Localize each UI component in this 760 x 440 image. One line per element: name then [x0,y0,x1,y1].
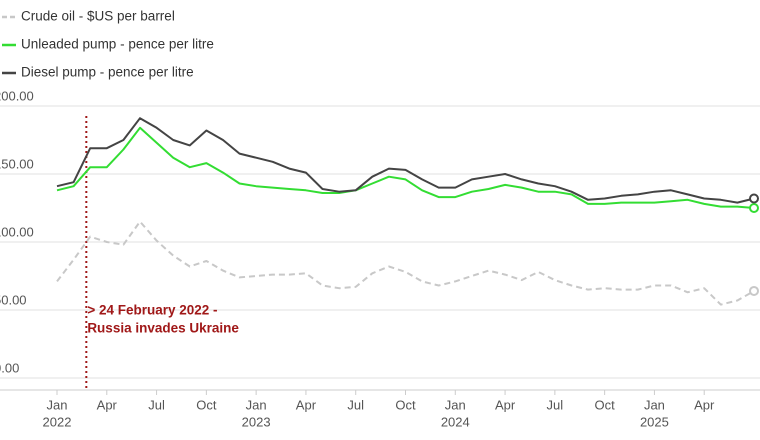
end-point [749,285,759,296]
end-point [749,193,759,204]
legend-label: Unleaded pump - pence per litre [21,37,214,52]
x-tick-label: Jan [246,397,267,412]
x-tick-label: Jan [445,397,466,412]
x-tick-label: Apr [296,397,317,412]
x-tick-label: Jul [148,397,165,412]
annotation-text: Russia invades Ukraine [87,321,239,336]
y-tick-label: 100.00 [0,224,34,239]
x-tick-label: Jul [347,397,364,412]
annotation-text: > 24 February 2022 - [87,303,217,318]
x-tick-label: Apr [97,397,118,412]
x-year-label: 2022 [43,414,72,429]
x-tick-label: Jan [644,397,665,412]
end-point [749,203,759,213]
x-tick-label: Oct [395,397,416,412]
x-tick-label: Jan [47,397,68,412]
x-year-label: 2023 [242,414,271,429]
x-year-label: 2024 [441,414,470,429]
y-tick-label: 0.00 [0,360,19,375]
y-tick-label: 150.00 [0,156,34,171]
x-tick-label: Apr [495,397,516,412]
x-tick-label: Apr [694,397,715,412]
y-tick-label: 50.00 [0,292,27,307]
series-line [56,117,755,204]
x-tick-label: Oct [196,397,217,412]
series-line [56,126,755,209]
series-line [56,220,755,306]
legend-label: Crude oil - $US per barrel [21,9,175,24]
x-tick-label: Jul [547,397,564,412]
y-tick-label: 200.00 [0,88,34,103]
x-year-label: 2025 [640,414,669,429]
legend-label: Diesel pump - pence per litre [21,65,194,80]
x-tick-label: Oct [595,397,616,412]
